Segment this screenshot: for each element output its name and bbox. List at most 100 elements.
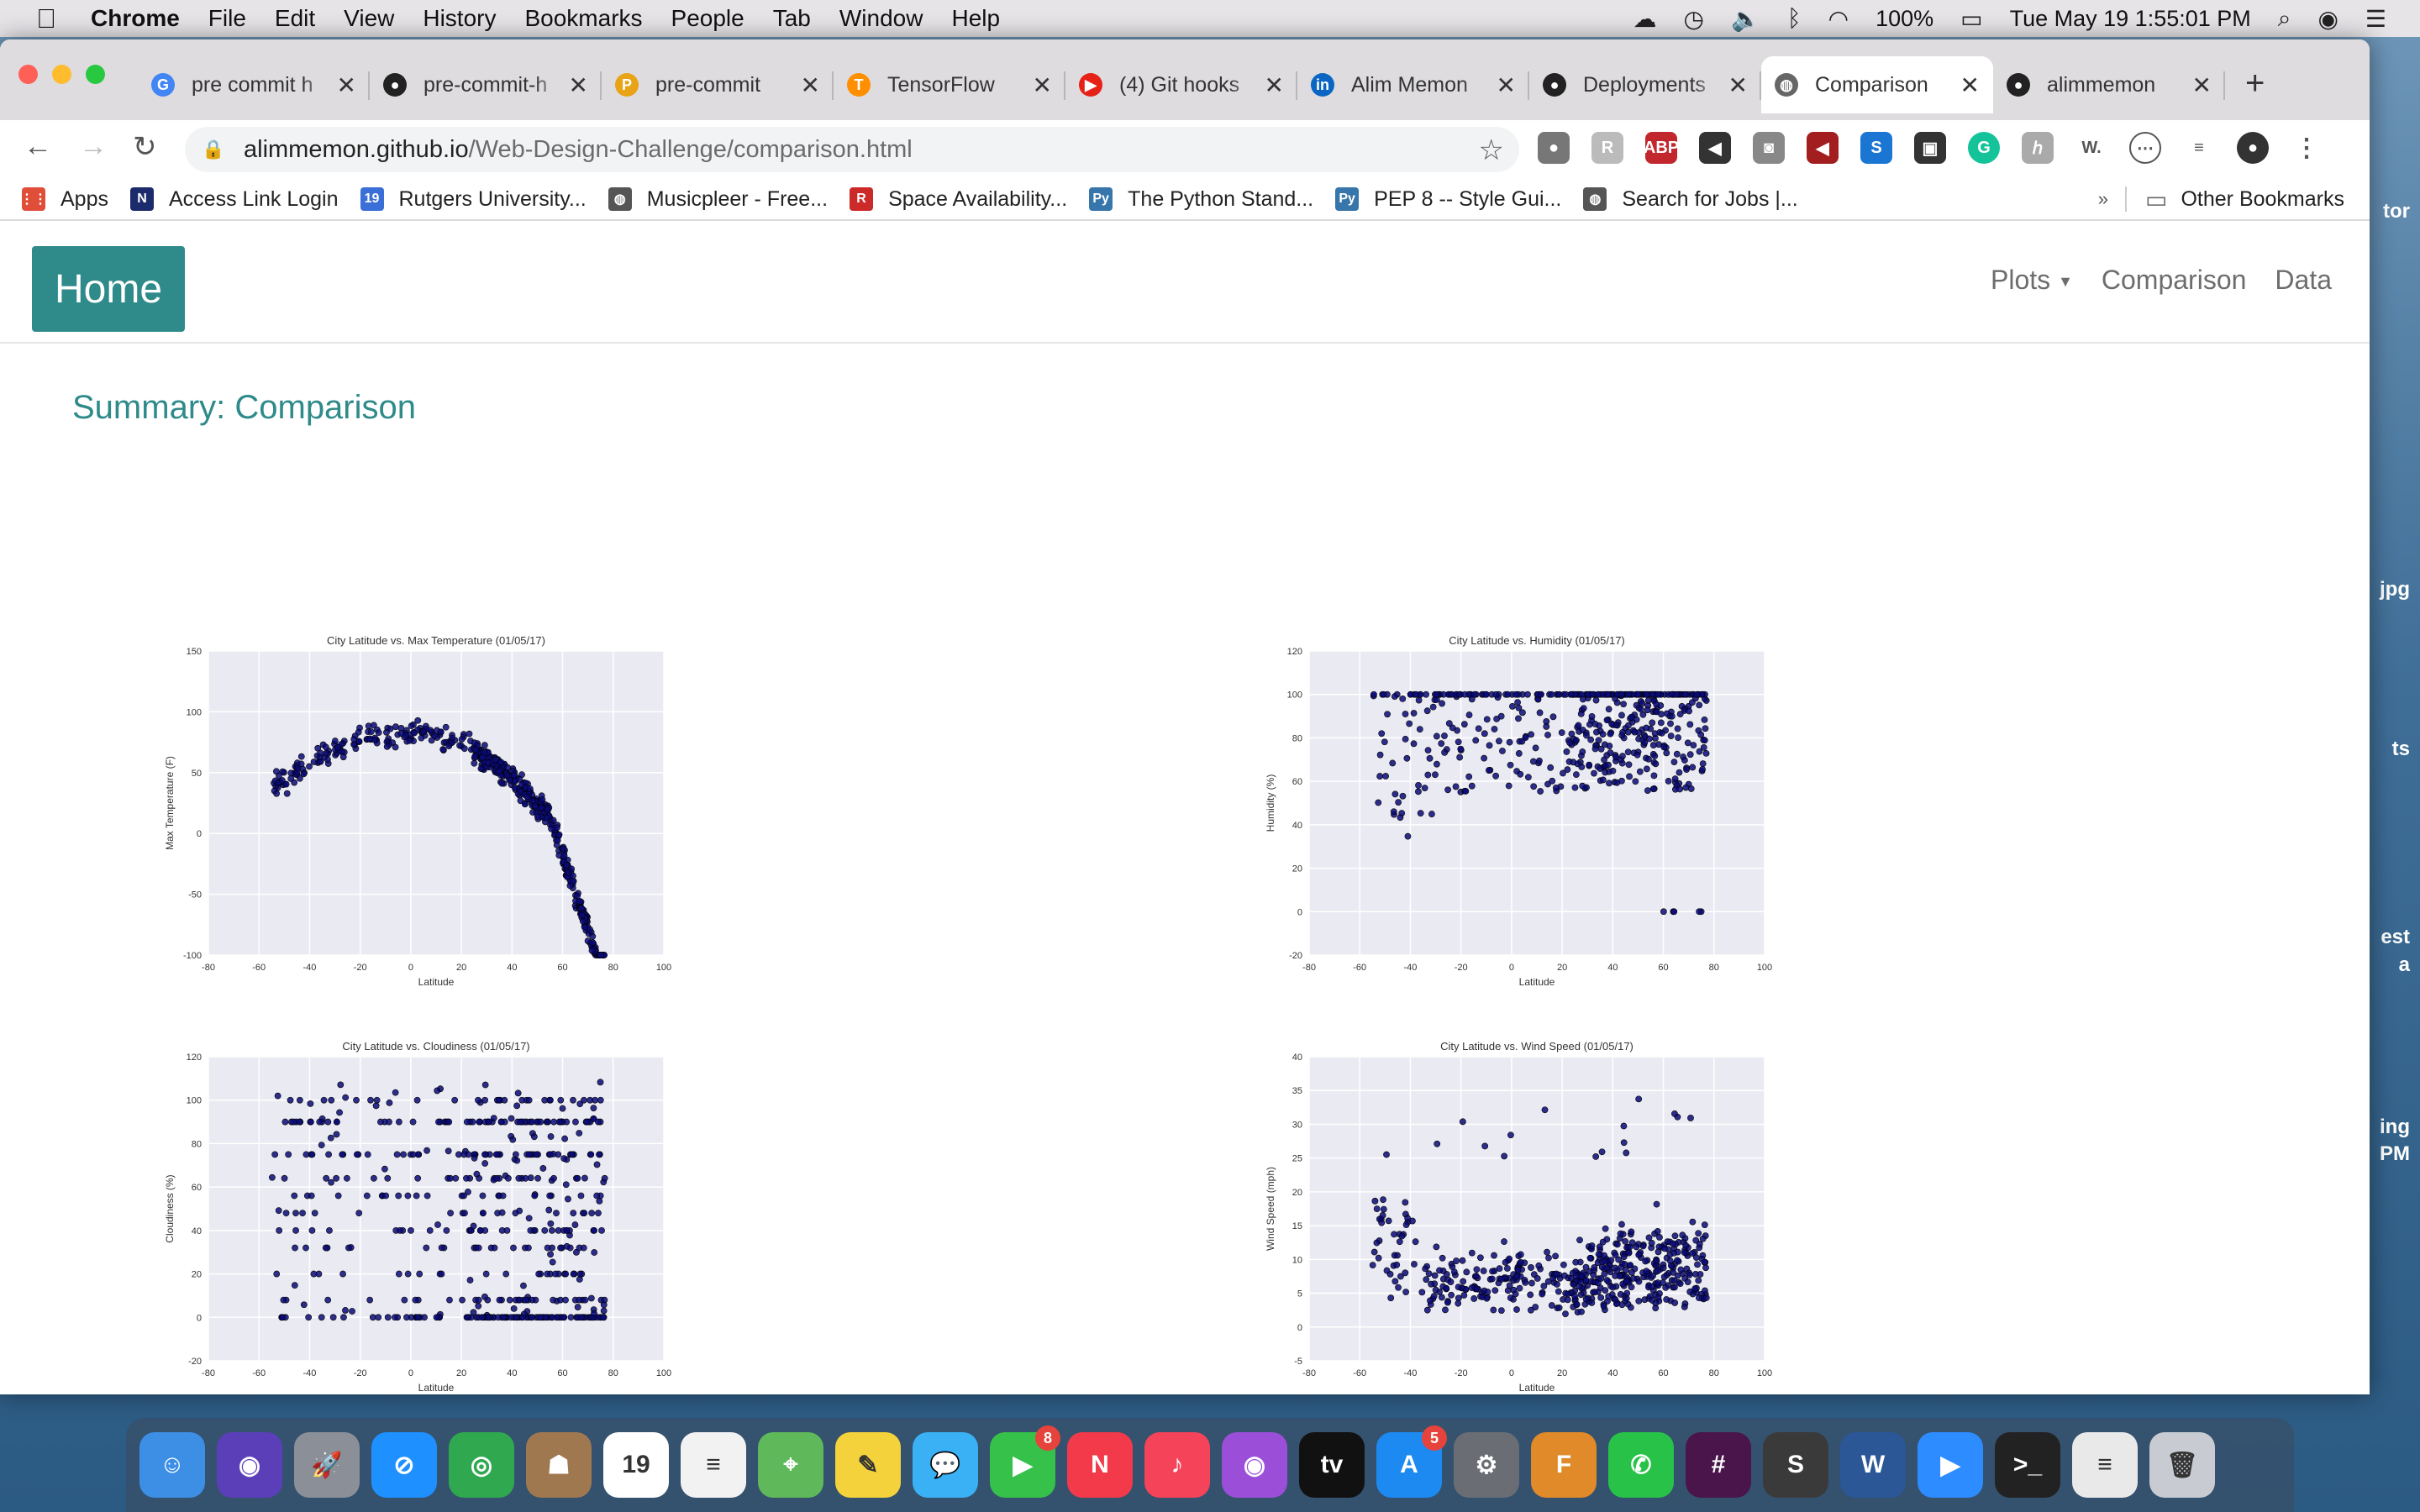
sublime-icon[interactable]: S	[1763, 1432, 1828, 1498]
home-button[interactable]: Home	[32, 246, 185, 332]
close-tab-icon[interactable]: ✕	[1032, 71, 1052, 98]
podcasts-icon[interactable]: ◉	[1222, 1432, 1287, 1498]
menu-tab[interactable]: Tab	[772, 5, 811, 31]
notes-icon[interactable]: ✎	[835, 1432, 901, 1498]
address-bar[interactable]: 🔒 alimmemon.github.io/Web-Design-Challen…	[185, 127, 1519, 172]
whatsapp-icon[interactable]: ✆	[1608, 1432, 1674, 1498]
close-window-button[interactable]	[18, 65, 38, 84]
messages-icon[interactable]: 💬	[913, 1432, 978, 1498]
siri-menubar-icon[interactable]: ◉	[2317, 5, 2338, 32]
extension-icon[interactable]: ●	[1538, 132, 1570, 164]
bookmark-item[interactable]: N Access Link Login	[129, 187, 339, 212]
bookmark-item[interactable]: ⋮⋮ Apps	[20, 187, 108, 212]
extension-icon[interactable]: ◀	[1699, 132, 1731, 164]
bookmark-item[interactable]: ◍ Search for Jobs |...	[1583, 187, 1798, 212]
zoom-window-button[interactable]	[86, 65, 105, 84]
extension-icon[interactable]: W.	[2075, 132, 2107, 164]
finder-icon[interactable]: ☺	[139, 1432, 205, 1498]
contacts-icon[interactable]: ☗	[526, 1432, 592, 1498]
trash-icon[interactable]: 🗑	[2149, 1432, 2215, 1498]
menu-edit[interactable]: Edit	[274, 5, 316, 31]
bookmark-item[interactable]: 19 Rutgers University...	[360, 187, 587, 212]
menu-bookmarks[interactable]: Bookmarks	[524, 5, 643, 31]
menubar-app-name[interactable]: Chrome	[91, 5, 180, 31]
adblock-icon[interactable]: ABP	[1644, 132, 1679, 164]
notification-center-icon[interactable]: ☰	[2365, 5, 2386, 32]
chevron-more-icon[interactable]: »	[2097, 188, 2109, 209]
bookmark-item[interactable]: ◍ Musicpleer - Free...	[608, 187, 828, 212]
menubar-clock[interactable]: Tue May 19 1:55:01 PM	[2009, 5, 2251, 31]
camera-extension-icon[interactable]: ◙	[1753, 132, 1785, 164]
slack-icon[interactable]: #	[1686, 1432, 1751, 1498]
extension-icon[interactable]: R	[1591, 132, 1623, 164]
extension-icon[interactable]: ▣	[1914, 132, 1946, 164]
cloud-upload-icon[interactable]: ☁	[1633, 5, 1657, 32]
menu-help[interactable]: Help	[951, 5, 1001, 31]
menu-view[interactable]: View	[344, 5, 395, 31]
close-tab-icon[interactable]: ✕	[800, 71, 820, 98]
menu-file[interactable]: File	[208, 5, 246, 31]
facetime-icon[interactable]: ▶ 8	[990, 1425, 1060, 1498]
minimize-window-button[interactable]	[52, 65, 71, 84]
tab-7[interactable]: ● Deployments ✕	[1529, 56, 1761, 113]
menu-people[interactable]: People	[671, 5, 744, 31]
tab-2[interactable]: ● pre-commit-h ✕	[370, 56, 602, 113]
appletv-icon[interactable]: tv	[1299, 1432, 1365, 1498]
siri-icon[interactable]: ◉	[217, 1432, 282, 1498]
extension-icon[interactable]: S	[1860, 132, 1892, 164]
nav-data[interactable]: Data	[2275, 265, 2332, 295]
extension-icon[interactable]: ◀	[1807, 132, 1839, 164]
bookmark-star-icon[interactable]: ☆	[1478, 134, 1504, 166]
terminal-icon[interactable]: >_	[1995, 1432, 2060, 1498]
extension-icon[interactable]: ℎ	[2022, 132, 2054, 164]
music-icon[interactable]: ♪	[1144, 1432, 1210, 1498]
bluetooth-icon[interactable]: ᛒ	[1786, 5, 1802, 31]
maps-icon[interactable]: ⌖	[758, 1432, 823, 1498]
tab-8[interactable]: ◍ Comparison ✕	[1761, 56, 1993, 113]
reload-icon[interactable]: ↻	[133, 131, 157, 163]
forward-icon[interactable]: →	[79, 130, 108, 162]
nav-comparison[interactable]: Comparison	[2101, 265, 2247, 295]
system-preferences-icon[interactable]: ⚙	[1454, 1432, 1519, 1498]
close-tab-icon[interactable]: ✕	[2191, 71, 2212, 98]
close-tab-icon[interactable]: ✕	[1496, 71, 1516, 98]
battery-icon[interactable]: ▭	[1960, 5, 1983, 32]
new-tab-button[interactable]: +	[2245, 65, 2265, 102]
close-tab-icon[interactable]: ✕	[1960, 71, 1980, 98]
safari-icon[interactable]: ⊘	[371, 1432, 437, 1498]
volume-icon[interactable]: 🔈	[1730, 5, 1760, 32]
chrome-icon[interactable]: ◎	[449, 1432, 514, 1498]
wifi-icon[interactable]: ◠	[1828, 5, 1849, 32]
nav-plots-dropdown[interactable]: Plots ▼	[1991, 265, 2073, 296]
grammarly-icon[interactable]: G	[1968, 132, 2000, 164]
tab-6[interactable]: in Alim Memon ✕	[1297, 56, 1529, 113]
menu-history[interactable]: History	[423, 5, 497, 31]
bookmark-item[interactable]: Py The Python Stand...	[1089, 187, 1313, 212]
word-icon[interactable]: W	[1840, 1432, 1906, 1498]
close-tab-icon[interactable]: ✕	[336, 71, 356, 98]
calendar-icon[interactable]: 19	[603, 1432, 669, 1498]
bookmark-item[interactable]: R Space Availability...	[850, 187, 1067, 212]
lock-icon[interactable]: 🔒	[202, 139, 225, 160]
apple-icon[interactable]: 	[24, 3, 69, 34]
tab-9[interactable]: ● alimmemon ✕	[1993, 56, 2225, 113]
tab-5[interactable]: ▶ (4) Git hooks ✕	[1065, 56, 1297, 113]
menu-window[interactable]: Window	[839, 5, 923, 31]
other-bookmarks[interactable]: » ▭ Other Bookmarks	[2098, 186, 2344, 213]
close-tab-icon[interactable]: ✕	[568, 71, 588, 98]
launchpad-icon[interactable]: 🚀	[294, 1432, 360, 1498]
reading-list-icon[interactable]: ≡	[2183, 132, 2215, 164]
close-tab-icon[interactable]: ✕	[1728, 71, 1748, 98]
reminders-icon[interactable]: ≡	[681, 1432, 746, 1498]
tab-4[interactable]: T TensorFlow ✕	[834, 56, 1065, 113]
time-machine-icon[interactable]: ◷	[1683, 5, 1704, 32]
fusion360-icon[interactable]: F	[1531, 1432, 1597, 1498]
profile-avatar[interactable]: ●	[2237, 132, 2269, 164]
spotlight-search-icon[interactable]: ⌕	[2277, 4, 2291, 31]
news-icon[interactable]: N	[1067, 1432, 1133, 1498]
document-icon[interactable]: ≡	[2072, 1432, 2138, 1498]
chrome-menu-icon[interactable]: ⋮	[2291, 132, 2323, 164]
close-tab-icon[interactable]: ✕	[1264, 71, 1284, 98]
